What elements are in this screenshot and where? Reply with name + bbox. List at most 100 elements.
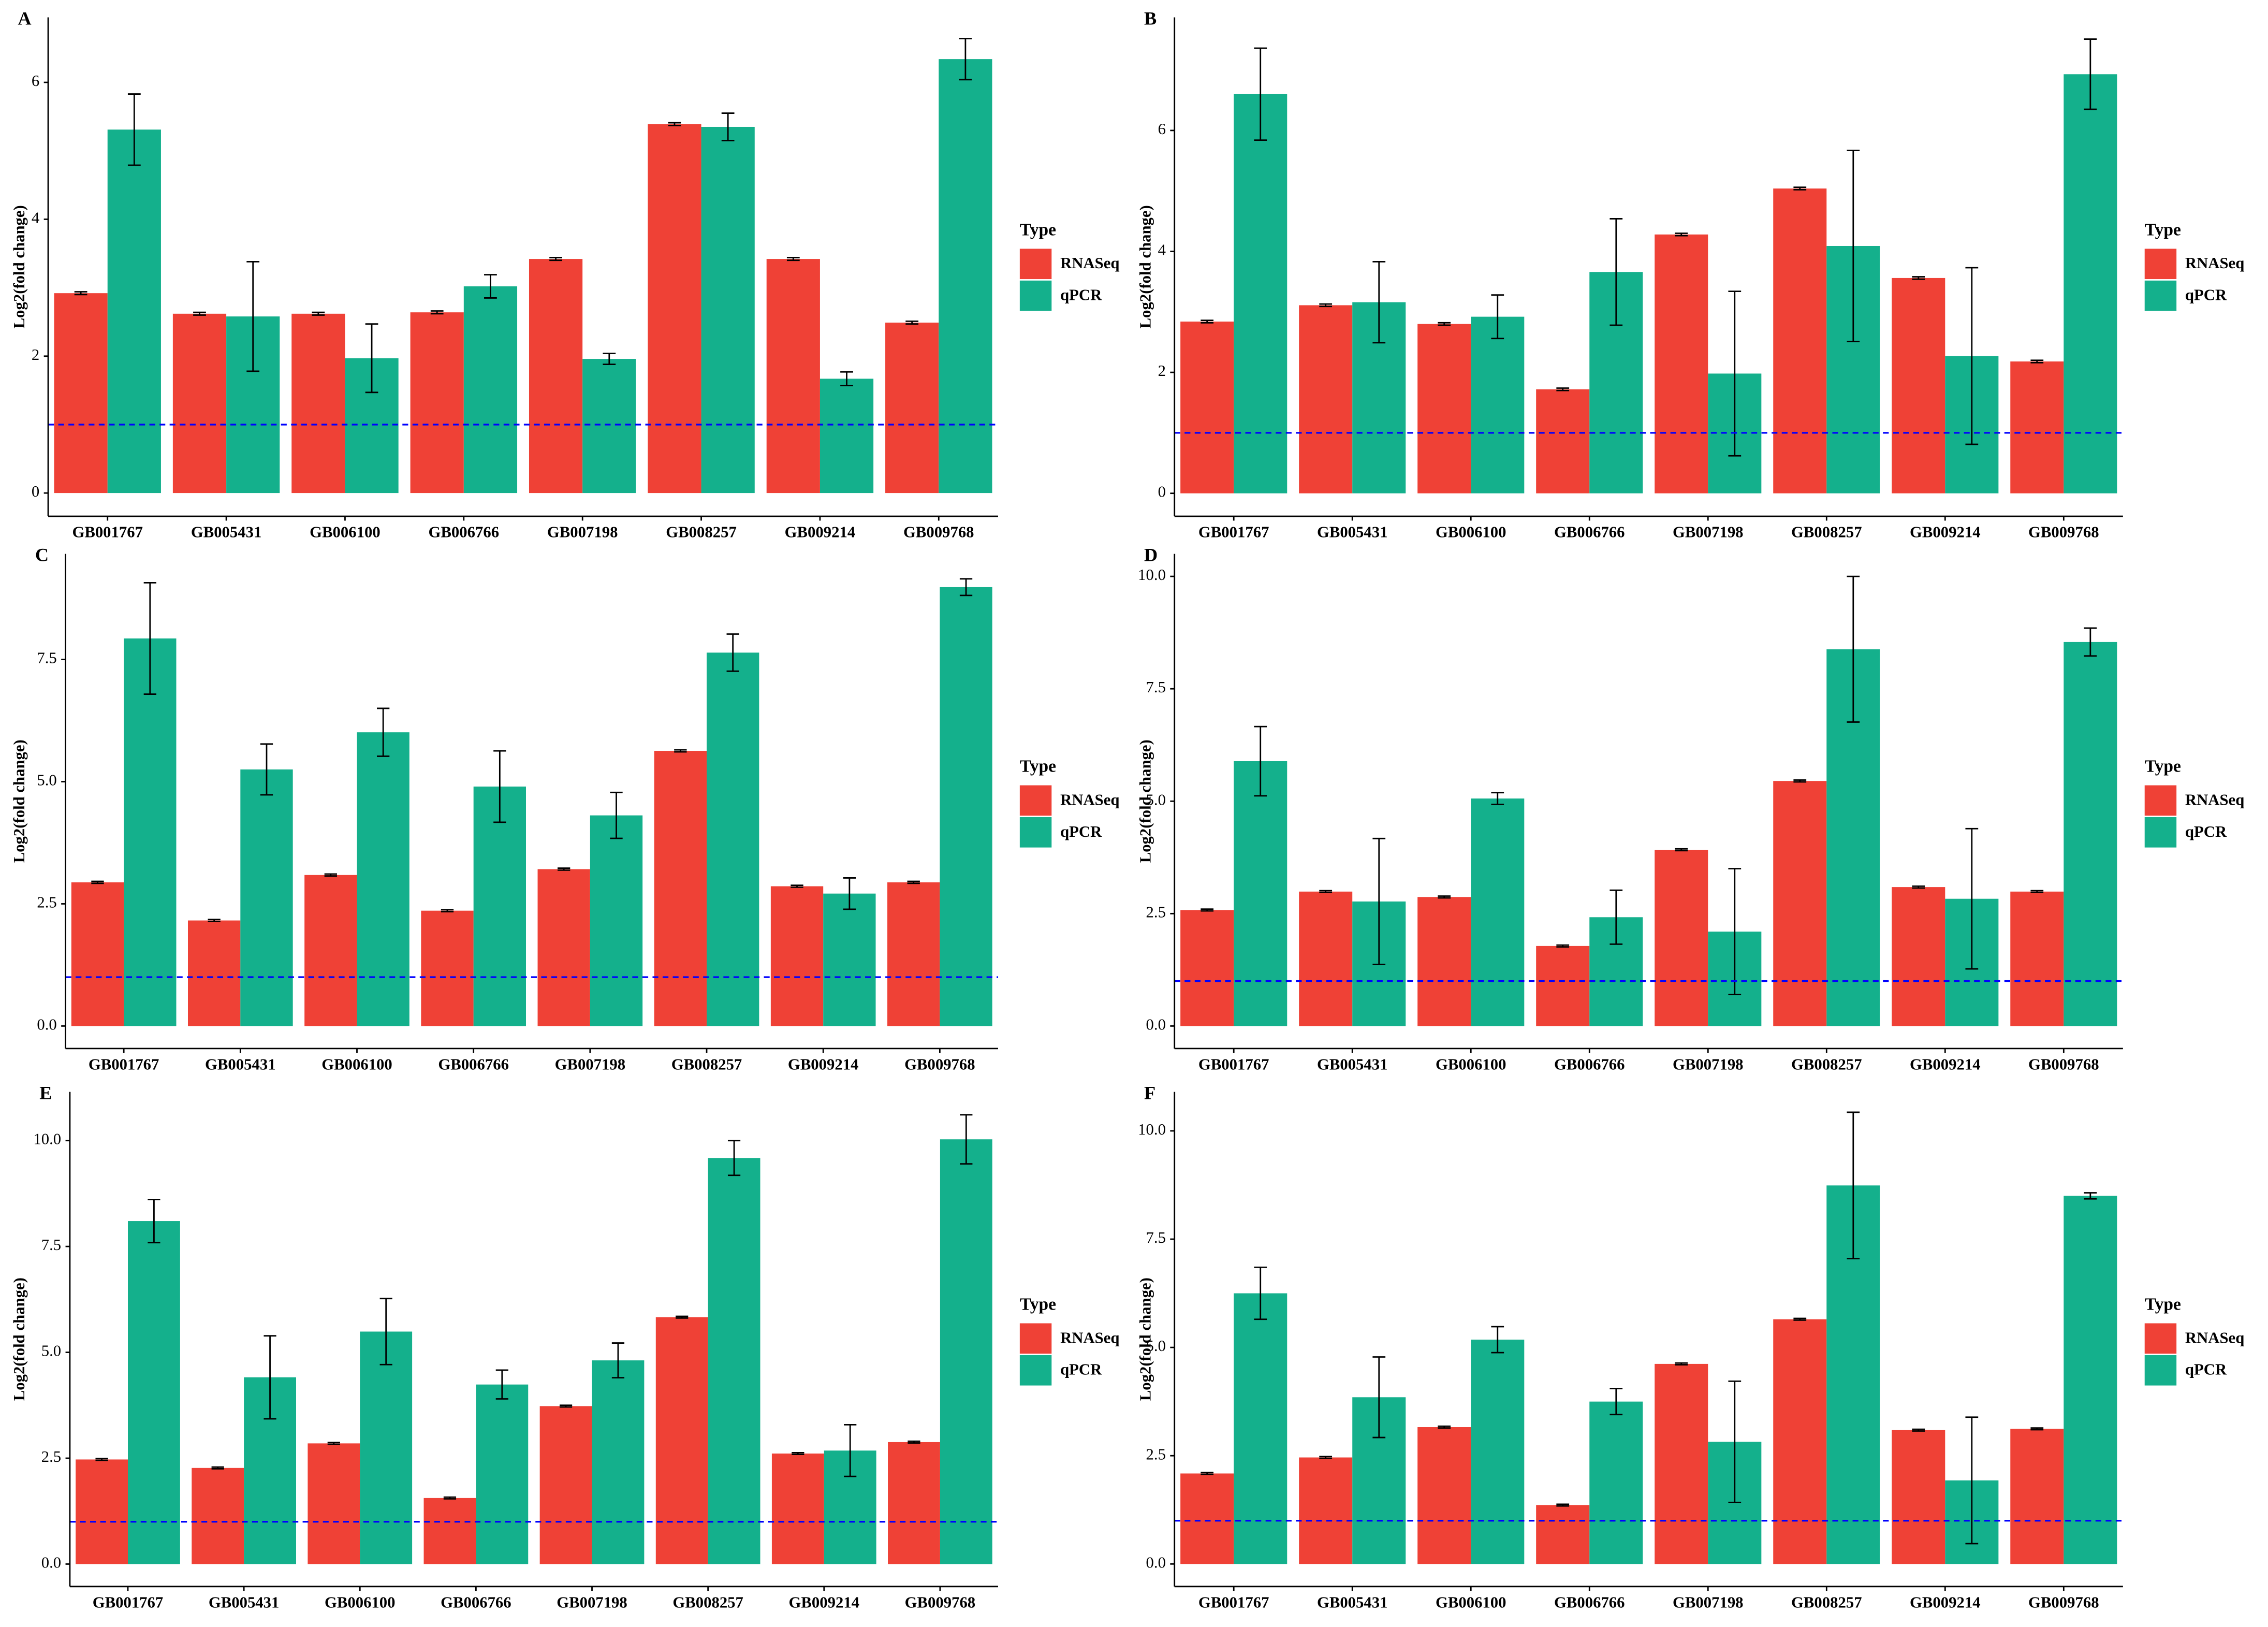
error-bar xyxy=(1847,150,1860,342)
bar xyxy=(476,1384,529,1564)
x-tick-label: GB009768 xyxy=(2028,1055,2099,1073)
bar xyxy=(463,286,518,493)
error-bar xyxy=(610,791,623,839)
y-tick-label: 10.0 xyxy=(33,1130,61,1148)
x-tick-label: GB007198 xyxy=(1673,524,1744,541)
error-bar xyxy=(246,260,260,372)
error-bar xyxy=(1254,1266,1267,1320)
error-bar xyxy=(844,1424,857,1477)
error-bar xyxy=(1491,294,1504,340)
error-bar xyxy=(379,1298,392,1365)
y-axis-label: Log2(fold change) xyxy=(10,739,28,863)
y-tick-label: 5.0 xyxy=(1146,791,1166,808)
x-tick-label: GB009768 xyxy=(2028,1593,2099,1611)
x-tick-label: GB008257 xyxy=(1791,1055,1862,1073)
error-bar xyxy=(959,578,973,597)
y-axis-label: Log2(fold change) xyxy=(10,1277,28,1401)
x-tick-label: GB007198 xyxy=(1673,1593,1744,1611)
error-bar xyxy=(1675,848,1688,852)
error-bar xyxy=(1201,319,1214,324)
bar xyxy=(582,359,636,493)
x-tick-label: GB009214 xyxy=(1910,1593,1981,1611)
bar xyxy=(1773,1319,1827,1564)
error-bar xyxy=(1609,1388,1623,1416)
legend-label: qPCR xyxy=(2185,1361,2227,1378)
y-tick-label: 6 xyxy=(32,72,39,90)
bar xyxy=(939,59,992,493)
x-tick-label: GB008257 xyxy=(666,524,737,541)
bar xyxy=(1299,891,1353,1026)
bar xyxy=(1180,910,1234,1026)
error-bar xyxy=(1847,575,1860,723)
y-tick-label: 2.5 xyxy=(41,1448,61,1465)
error-bar xyxy=(960,1114,973,1165)
bar xyxy=(2010,361,2064,493)
error-bar xyxy=(1965,1416,1979,1545)
y-tick-label: 0 xyxy=(32,483,39,500)
error-bar xyxy=(441,909,454,912)
error-bar xyxy=(1847,1111,1860,1260)
error-bar xyxy=(1965,267,1979,445)
x-tick-label: GB009768 xyxy=(904,1055,975,1073)
bar xyxy=(240,769,293,1026)
error-bar xyxy=(559,1404,573,1408)
x-tick-label: GB008257 xyxy=(1791,524,1862,541)
bar xyxy=(1773,188,1827,493)
bar xyxy=(1892,887,1945,1026)
legend-swatch xyxy=(2144,249,2177,280)
x-tick-label: GB006100 xyxy=(310,524,381,541)
panel-label: E xyxy=(39,1083,52,1103)
bar xyxy=(172,313,227,493)
error-bar xyxy=(2084,627,2097,657)
error-bar xyxy=(1609,218,1623,326)
error-bar xyxy=(260,743,273,796)
bar xyxy=(940,1139,992,1564)
y-tick-label: 2 xyxy=(32,346,39,364)
y-tick-label: 10.0 xyxy=(1138,566,1166,584)
error-bar xyxy=(430,310,444,315)
error-bar xyxy=(324,873,337,877)
x-tick-label: GB008257 xyxy=(1791,1593,1862,1611)
legend-label: RNASeq xyxy=(1060,1329,1119,1346)
legend-label: RNASeq xyxy=(1060,791,1119,808)
x-tick-label: GB006766 xyxy=(429,524,500,541)
bar xyxy=(124,638,177,1026)
error-bar xyxy=(148,1198,160,1244)
bar xyxy=(1299,1457,1353,1564)
x-tick-label: GB005431 xyxy=(205,1055,276,1073)
bar xyxy=(529,259,583,493)
x-tick-label: GB006766 xyxy=(1554,1055,1625,1073)
bar xyxy=(940,587,992,1026)
error-bar xyxy=(905,320,919,325)
x-tick-label: GB006100 xyxy=(321,1055,392,1073)
bar xyxy=(1234,1293,1287,1564)
bar xyxy=(537,869,590,1026)
bar xyxy=(654,751,707,1026)
bar xyxy=(701,126,755,493)
x-tick-label: GB007198 xyxy=(555,1055,626,1073)
bar xyxy=(1589,1401,1643,1564)
legend-swatch xyxy=(1019,1355,1052,1386)
x-tick-label: GB001767 xyxy=(1198,524,1269,541)
error-bar xyxy=(1438,1425,1451,1429)
y-tick-label: 0.0 xyxy=(1146,1553,1166,1571)
bar xyxy=(2064,74,2117,493)
bar xyxy=(888,1442,940,1564)
error-bar xyxy=(2030,359,2044,364)
bar xyxy=(308,1443,360,1564)
y-tick-label: 5.0 xyxy=(37,772,56,789)
error-bar xyxy=(908,1440,920,1444)
bar xyxy=(766,259,820,493)
x-tick-label: GB001767 xyxy=(72,524,143,541)
bar xyxy=(887,882,940,1026)
x-tick-label: GB005431 xyxy=(191,524,262,541)
y-tick-label: 10.0 xyxy=(1138,1121,1166,1138)
error-bar xyxy=(1319,1456,1333,1459)
x-tick-label: GB009768 xyxy=(905,1593,976,1611)
bar xyxy=(1471,798,1525,1026)
legend-title: Type xyxy=(2145,221,2181,240)
bar xyxy=(820,379,874,493)
y-tick-label: 0.0 xyxy=(37,1015,56,1033)
error-bar xyxy=(791,884,803,888)
